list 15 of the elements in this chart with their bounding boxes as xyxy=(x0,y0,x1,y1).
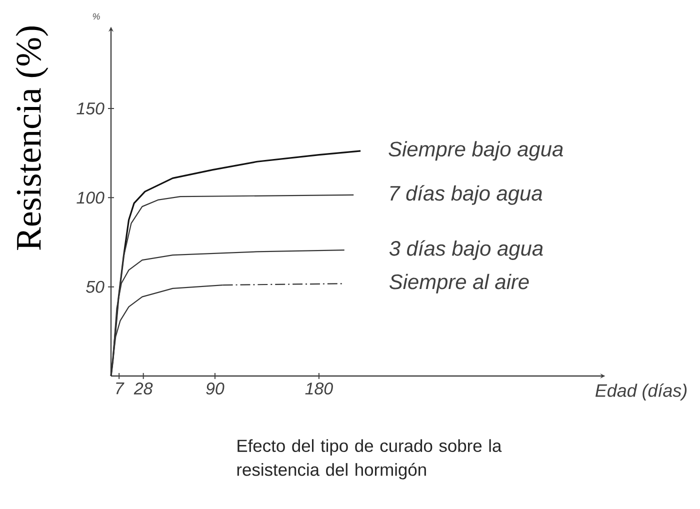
text: Siempre al aire xyxy=(389,274,529,294)
y-tick-label: 50 xyxy=(86,280,104,293)
text: % xyxy=(92,13,100,20)
x-axis-title: Edad (días) xyxy=(595,384,687,400)
text: 3 días bajo agua xyxy=(389,240,543,260)
x-tick-label: 180 xyxy=(305,382,333,395)
y-axis-title: Resistencia (%) xyxy=(16,26,48,250)
text: Efecto del tipo de curado sobre la resistencia del hormigón xyxy=(237,439,502,480)
x-tick-label: 28 xyxy=(134,382,153,395)
x-tick-label: 7 xyxy=(116,382,124,394)
series-label: Siempre bajo agua xyxy=(388,141,563,161)
y-tick-label: 100 xyxy=(76,192,104,204)
series-label: 7 días bajo agua xyxy=(390,185,542,205)
x-tick-label: 90 xyxy=(206,382,224,395)
y-tick-label: 150 xyxy=(76,102,104,114)
